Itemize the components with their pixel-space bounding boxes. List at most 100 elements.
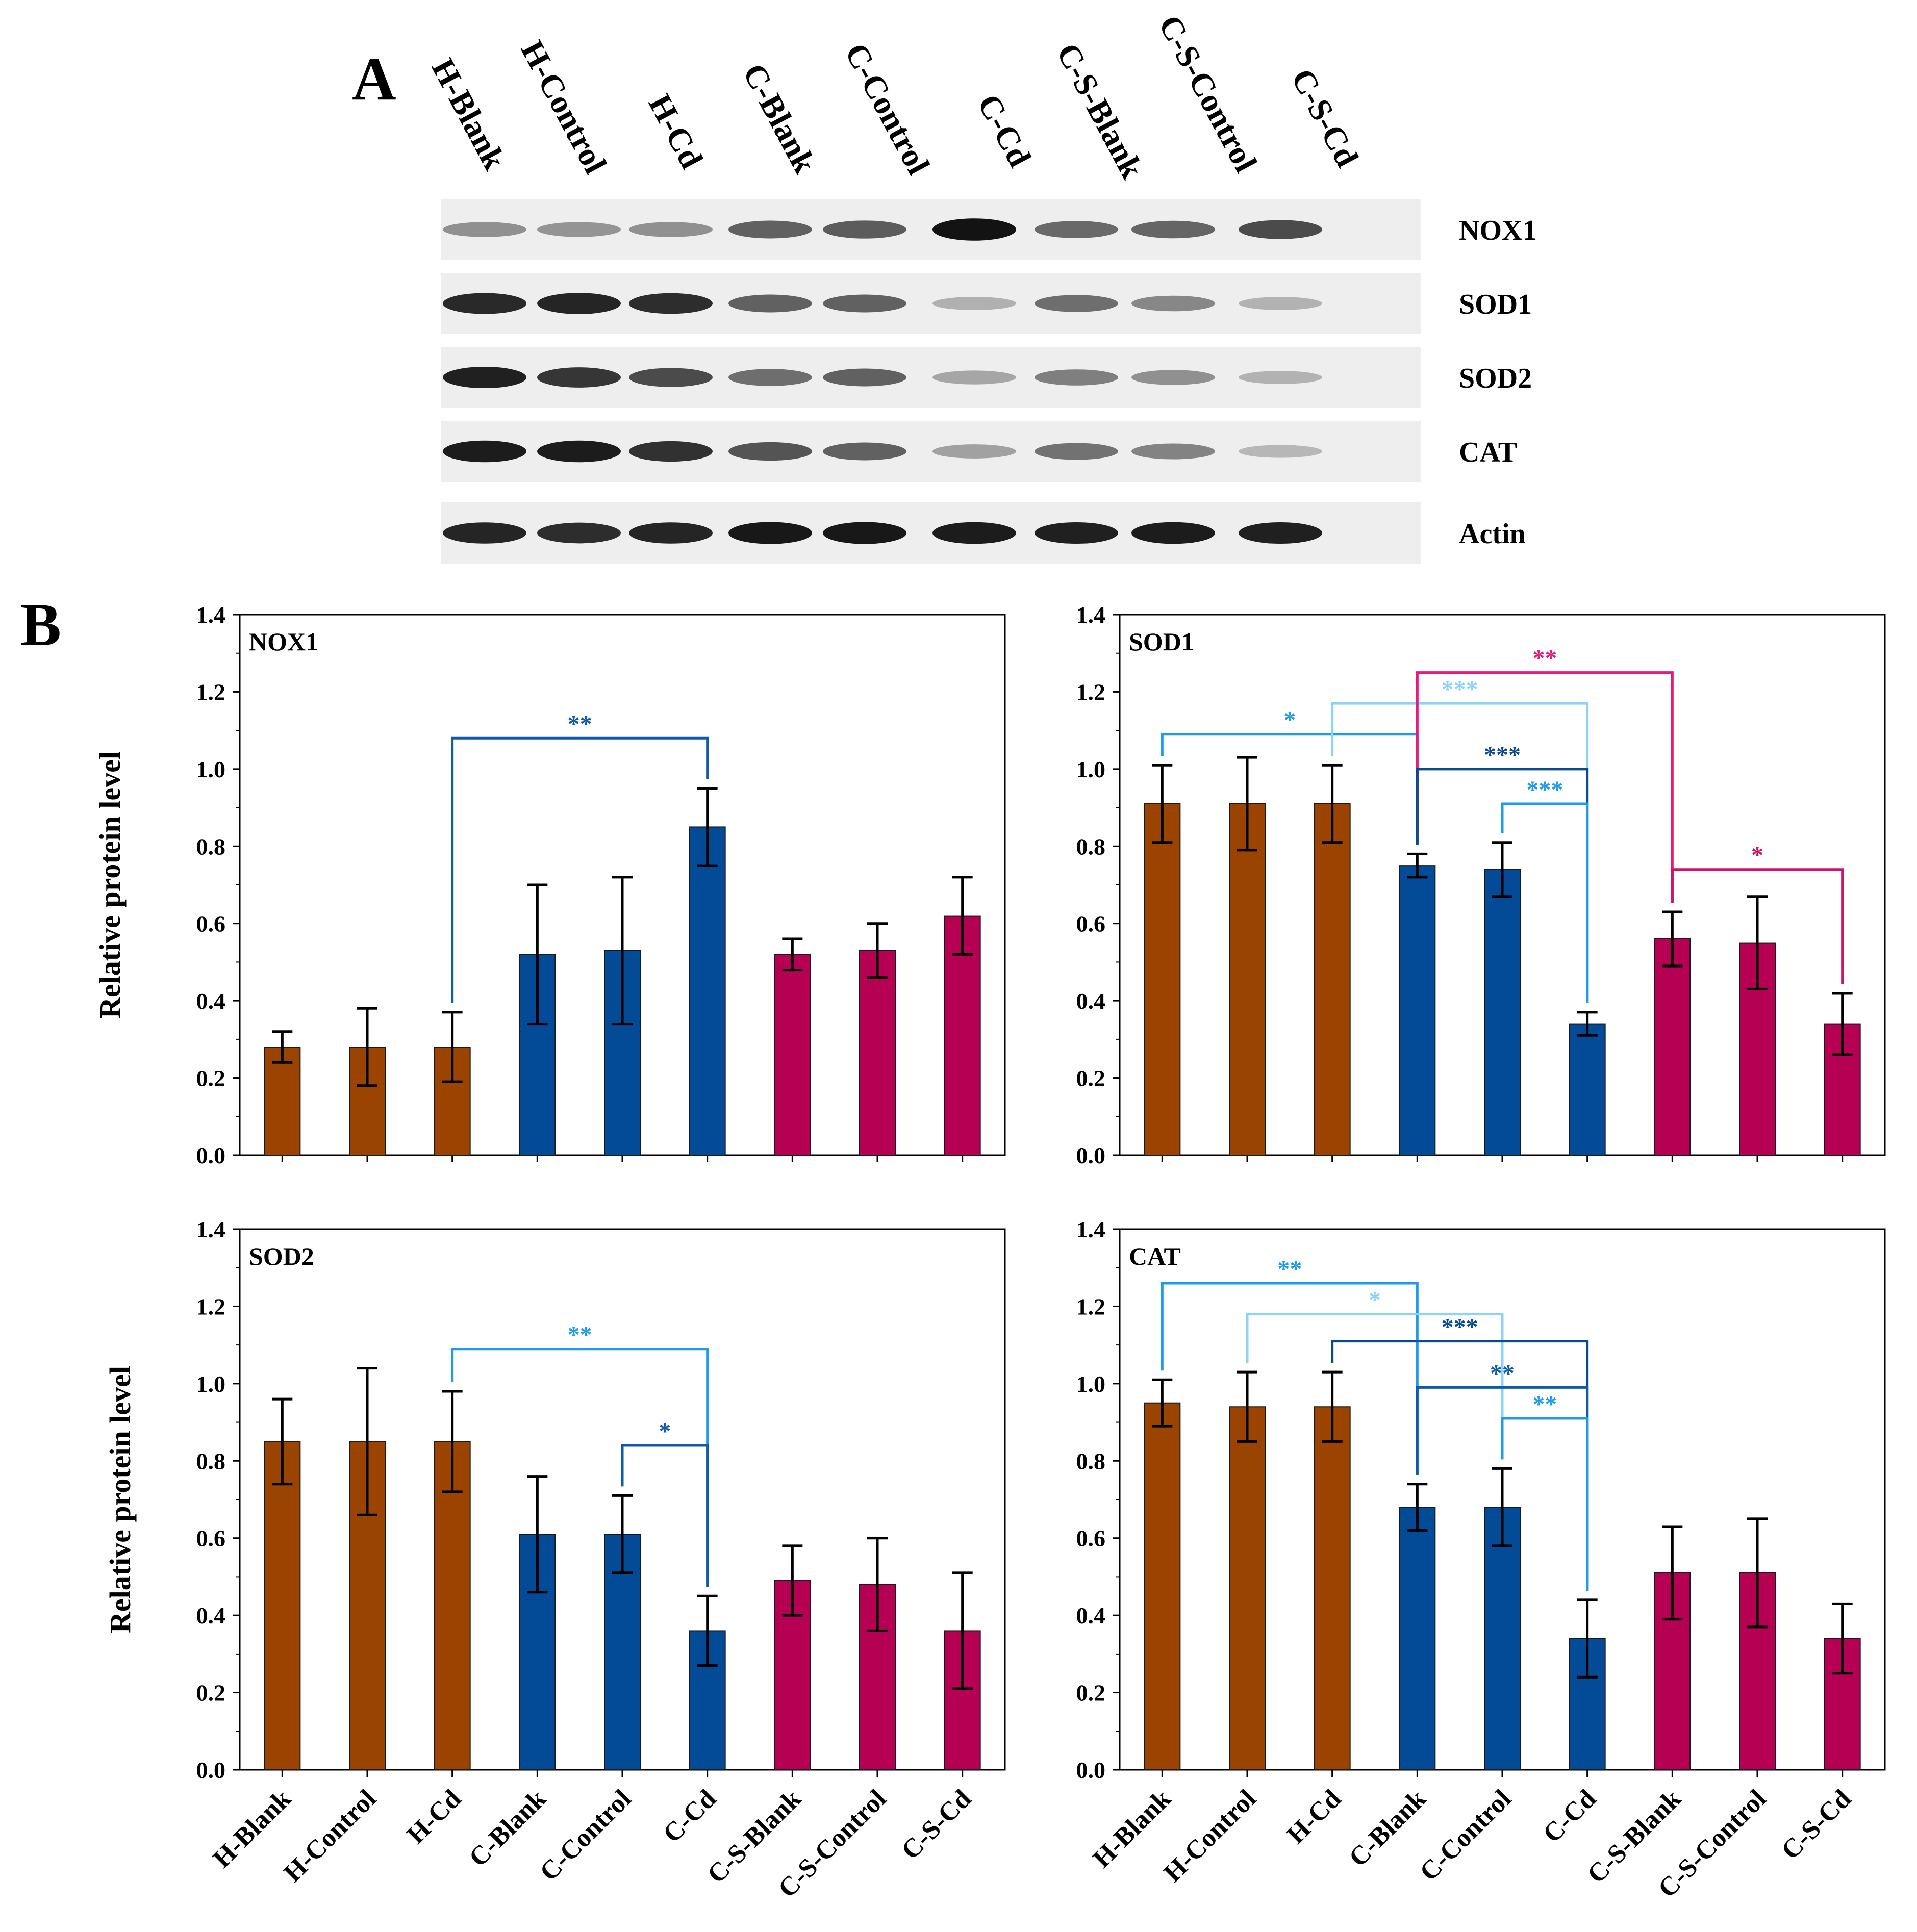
significance-label-cat-2: ***: [1442, 1314, 1478, 1341]
error-bar-sod2-c-s-blank: [782, 1544, 803, 1617]
error-bar-cat-h-blank: [1152, 1378, 1173, 1428]
error-bar-sod2-c-control: [612, 1494, 633, 1574]
blot-band-sod1-h-cd: [629, 293, 713, 314]
y-tick-label-cat-5: 1.0: [1076, 1371, 1106, 1397]
blot-band-sod2-c-s-blank: [1035, 369, 1118, 386]
blot-band-nox1-c-cd: [932, 218, 1016, 241]
significance-label-cat-3: **: [1490, 1360, 1515, 1387]
blot-band-sod2-c-s-control: [1131, 370, 1215, 385]
blot-band-nox1-c-control: [823, 220, 906, 239]
chart-title-cat: CAT: [1129, 1242, 1181, 1270]
y-tick-label-nox1-4: 0.8: [196, 833, 226, 859]
error-bar-sod2-h-cd: [442, 1390, 463, 1493]
blot-band-sod1-c-control: [823, 294, 906, 313]
error-bar-sod2-c-cd: [697, 1594, 718, 1667]
error-bar-sod1-c-cd: [1577, 1011, 1598, 1037]
panel-a-letter: A: [352, 45, 396, 113]
blot-band-sod1-c-s-cd: [1239, 297, 1322, 310]
error-bar-sod1-c-s-blank: [1662, 910, 1683, 968]
blot-band-nox1-c-s-blank: [1035, 221, 1118, 238]
blot-band-sod2-h-cd: [629, 368, 713, 387]
blot-band-actin-c-blank: [728, 522, 812, 544]
blot-band-sod2-h-control: [537, 367, 621, 388]
bar-sod1-h-cd: [1314, 803, 1351, 1156]
blot-row-nox1: NOX1: [441, 199, 1536, 260]
significance-label-sod2-0: **: [568, 1321, 592, 1349]
blot-band-actin-h-control: [537, 522, 621, 544]
error-bar-nox1-c-s-blank: [782, 937, 803, 972]
y-tick-label-sod2-3: 0.6: [196, 1526, 226, 1552]
error-bar-cat-h-control: [1237, 1370, 1257, 1443]
blot-band-actin-c-s-blank: [1035, 522, 1118, 544]
chart-sod1: 0.00.20.40.60.81.01.21.4SOD1************…: [1076, 602, 1886, 1168]
significance-label-sod1-0: *: [1283, 707, 1296, 734]
error-bar-cat-c-blank: [1407, 1483, 1428, 1532]
error-bar-sod2-h-blank: [272, 1397, 293, 1486]
error-bar-cat-c-s-cd: [1832, 1602, 1853, 1675]
error-bar-sod2-c-s-cd: [952, 1571, 973, 1690]
blot-row-sod2: SOD2: [441, 347, 1532, 408]
blot-band-sod2-c-cd: [932, 370, 1016, 385]
bar-cat-h-blank: [1144, 1402, 1181, 1771]
chart-title-nox1: NOX1: [249, 627, 318, 656]
y-tick-label-cat-2: 0.4: [1076, 1603, 1106, 1629]
y-tick-label-sod1-1: 0.2: [1076, 1065, 1106, 1091]
error-bar-cat-c-cd: [1577, 1598, 1598, 1679]
y-tick-label-cat-4: 0.8: [1076, 1448, 1106, 1474]
bar-sod1-h-blank: [1144, 803, 1181, 1156]
error-bar-nox1-c-s-control: [867, 922, 888, 979]
significance-label-sod2-1: *: [659, 1418, 671, 1445]
blot-row-sod1: SOD1: [441, 273, 1532, 334]
y-tick-label-sod2-1: 0.2: [196, 1680, 226, 1706]
bar-nox1-c-s-blank: [774, 954, 811, 1156]
significance-bracket-cat-4: **: [1501, 1391, 1589, 1591]
error-bar-sod1-c-control: [1492, 841, 1512, 898]
blot-band-actin-h-cd: [629, 522, 713, 544]
blot-band-sod1-h-blank: [443, 293, 526, 314]
error-bar-sod1-h-cd: [1322, 764, 1343, 844]
error-bar-nox1-h-cd: [442, 1011, 463, 1083]
error-bar-cat-c-s-blank: [1662, 1525, 1683, 1621]
bar-sod2-c-s-blank: [774, 1580, 811, 1770]
error-bar-cat-c-control: [1492, 1467, 1512, 1547]
y-tick-label-sod2-7: 1.4: [196, 1216, 226, 1242]
significance-label-cat-4: **: [1532, 1391, 1557, 1418]
y-tick-label-nox1-0: 0.0: [196, 1142, 226, 1168]
bar-sod1-c-cd: [1569, 1023, 1606, 1156]
error-bar-sod1-h-control: [1237, 756, 1257, 852]
blot-band-nox1-c-s-control: [1131, 220, 1215, 239]
error-bar-nox1-c-blank: [527, 883, 548, 1026]
blot-band-sod2-c-blank: [728, 369, 812, 386]
y-tick-label-sod1-0: 0.0: [1076, 1142, 1106, 1168]
y-tick-label-sod2-0: 0.0: [196, 1757, 226, 1783]
blot-band-sod2-h-blank: [443, 366, 526, 389]
blot-band-nox1-c-s-cd: [1239, 220, 1322, 239]
blot-band-nox1-h-blank: [443, 222, 526, 237]
y-tick-label-sod1-2: 0.4: [1076, 988, 1106, 1014]
significance-bracket-nox1-0: **: [451, 710, 709, 1003]
blot-protein-label-sod1: SOD1: [1459, 289, 1532, 320]
blot-protein-label-cat: CAT: [1459, 437, 1517, 468]
blot-band-sod1-h-control: [537, 293, 621, 314]
bar-sod1-h-control: [1229, 803, 1266, 1156]
y-tick-label-sod1-7: 1.4: [1076, 602, 1106, 628]
blot-band-cat-c-s-control: [1131, 443, 1215, 460]
error-bar-nox1-h-control: [357, 1007, 377, 1087]
significance-label-sod1-4: ***: [1526, 776, 1563, 803]
error-bar-sod1-c-s-control: [1747, 895, 1768, 990]
bar-sod1-c-blank: [1399, 865, 1436, 1156]
error-bar-sod2-h-control: [357, 1367, 377, 1516]
y-tick-label-sod1-5: 1.0: [1076, 756, 1106, 782]
y-tick-label-nox1-1: 0.2: [196, 1065, 226, 1091]
blot-band-nox1-c-blank: [728, 220, 812, 239]
blot-protein-label-nox1: NOX1: [1459, 215, 1536, 246]
blot-protein-label-sod2: SOD2: [1459, 363, 1532, 394]
bar-nox1-c-s-cd: [944, 915, 981, 1156]
blot-band-actin-h-blank: [443, 522, 526, 544]
y-tick-label-sod1-6: 1.2: [1076, 679, 1106, 705]
error-bar-sod2-c-s-control: [867, 1537, 888, 1632]
blot-band-sod1-c-s-control: [1131, 295, 1215, 312]
bar-nox1-h-blank: [264, 1047, 301, 1156]
significance-bracket-sod2-1: *: [621, 1418, 709, 1587]
